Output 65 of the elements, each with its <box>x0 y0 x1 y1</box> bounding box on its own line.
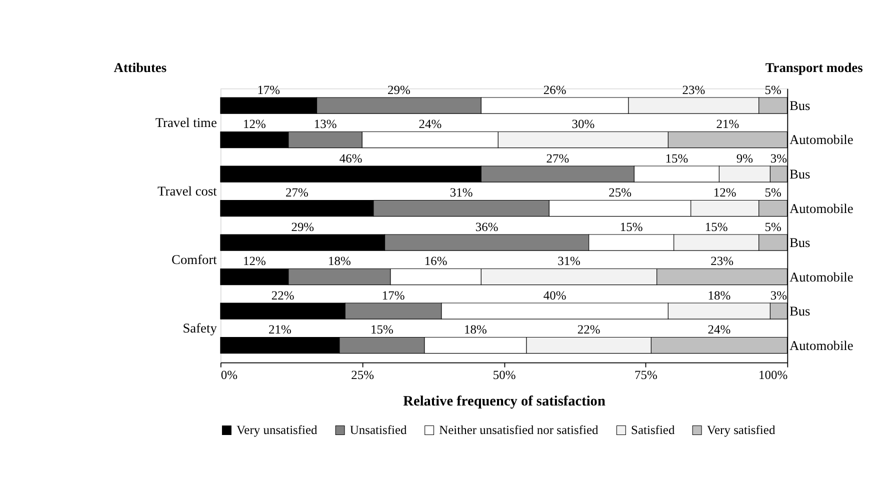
legend-label: Very satisfied <box>706 422 776 437</box>
x-tick-label: 75% <box>634 368 658 382</box>
legend-label: Satisfied <box>631 422 676 437</box>
data-label: 29% <box>291 220 314 234</box>
data-label: 15% <box>665 151 688 166</box>
text: Safety <box>182 320 218 336</box>
data-label: 3% <box>770 288 788 302</box>
data-label: 12% <box>243 117 266 132</box>
data-label: 17% <box>382 288 405 302</box>
x-tick-label: 50% <box>492 368 516 382</box>
y-tick-label: Bus <box>789 166 810 182</box>
x-tick-label: 100% <box>758 368 788 382</box>
data-label: 13% <box>314 117 337 132</box>
data-label: 24% <box>708 322 731 337</box>
legend-label: Very unsatisfied <box>236 422 318 437</box>
data-label: 23% <box>682 82 706 97</box>
legend-label: Neither unsatisfied nor satisfied <box>439 422 600 437</box>
x-tick-label: 25% <box>351 368 374 382</box>
y-tick-label: Bus <box>789 235 810 250</box>
y-tick-label: Automobile <box>789 269 854 284</box>
data-label: 27% <box>546 151 570 166</box>
data-label: 17% <box>257 82 280 97</box>
data-label: 18% <box>708 288 731 302</box>
y-tick-label: Bus <box>789 304 810 319</box>
y-tick-label: Automobile <box>789 338 854 353</box>
data-label: 24% <box>418 117 442 132</box>
data-label: 31% <box>558 254 580 268</box>
data-label: 30% <box>572 117 595 132</box>
y-axis-title: Attibutes <box>114 60 167 75</box>
x-axis-title: Relative frequency of satisfaction <box>403 394 606 410</box>
x-tick-label: 0% <box>220 368 238 382</box>
data-label: 31% <box>450 186 473 200</box>
data-label: 25% <box>608 186 632 200</box>
data-label: 15% <box>370 322 394 337</box>
data-label: 15% <box>704 220 728 234</box>
data-label: 12% <box>243 254 266 268</box>
data-label: 27% <box>286 186 308 200</box>
data-label: 22% <box>271 288 294 302</box>
data-label: 26% <box>543 82 566 97</box>
data-label: 21% <box>716 117 740 132</box>
data-label: 29% <box>388 82 410 97</box>
data-label: 40% <box>543 288 566 302</box>
data-label: 21% <box>268 322 292 337</box>
data-label: 23% <box>710 254 734 268</box>
data-label: 5% <box>764 186 782 200</box>
data-label: 3% <box>770 151 788 166</box>
y-tick-label: Bus <box>789 98 810 113</box>
data-label: 9% <box>736 151 754 166</box>
data-label: 18% <box>464 322 487 337</box>
data-label: 15% <box>620 220 643 234</box>
data-label: 5% <box>764 82 782 97</box>
y-tick-label: Automobile <box>789 200 854 216</box>
y2-axis-title: Transport modes <box>765 60 863 75</box>
legend-label: Unsatisfied <box>350 422 408 437</box>
data-label: 18% <box>328 254 351 268</box>
data-label: 16% <box>424 254 448 268</box>
y-tick-label: Automobile <box>789 132 854 148</box>
data-label: 46% <box>339 151 362 166</box>
data-label: 12% <box>713 186 736 200</box>
data-label: 5% <box>764 220 782 234</box>
data-label: 36% <box>475 220 498 234</box>
text: Comfort <box>172 252 218 268</box>
text: Travel time <box>155 115 217 130</box>
data-label: 22% <box>577 322 600 337</box>
text: Travel cost <box>158 184 218 199</box>
